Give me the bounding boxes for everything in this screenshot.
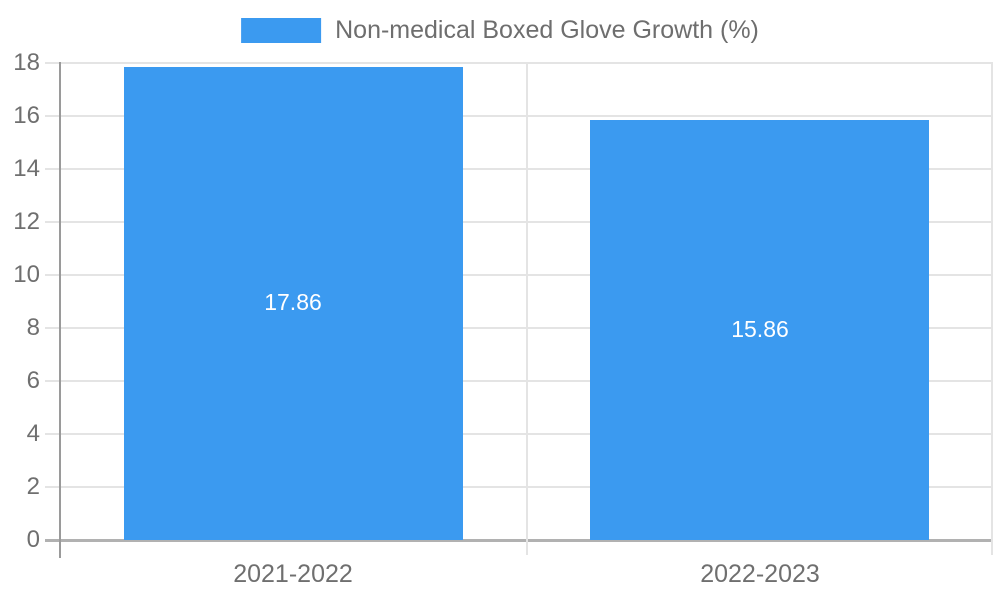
y-tick-label: 2 bbox=[26, 473, 40, 500]
x-category-label: 2021-2022 bbox=[233, 560, 353, 588]
x-category-label: 2022-2023 bbox=[700, 560, 820, 588]
bar bbox=[590, 119, 929, 540]
y-tick-label: 14 bbox=[13, 155, 40, 182]
y-tick-label: 8 bbox=[26, 314, 40, 341]
gridline bbox=[45, 168, 993, 170]
gridline bbox=[45, 221, 993, 223]
gridline bbox=[45, 115, 993, 117]
gridline bbox=[45, 274, 993, 276]
gridline bbox=[45, 62, 993, 64]
y-tick-label: 4 bbox=[26, 420, 40, 447]
category-divider bbox=[525, 62, 528, 555]
bar-value-label: 17.86 bbox=[264, 289, 322, 315]
gridline bbox=[45, 327, 993, 329]
legend-label: Non-medical Boxed Glove Growth (%) bbox=[335, 16, 759, 44]
gridline bbox=[45, 486, 993, 488]
legend-swatch bbox=[241, 18, 322, 43]
y-tick-label: 16 bbox=[13, 102, 40, 129]
y-tick-label: 12 bbox=[13, 208, 40, 235]
y-axis-line bbox=[59, 62, 61, 558]
y-tick-label: 6 bbox=[26, 367, 40, 394]
bar bbox=[124, 66, 463, 540]
y-tick-label: 10 bbox=[13, 261, 40, 288]
gridline bbox=[45, 380, 993, 382]
bar-value-label: 15.86 bbox=[731, 316, 789, 342]
plot-right-border bbox=[991, 62, 993, 555]
y-tick-label: 0 bbox=[26, 526, 40, 553]
gridline bbox=[45, 433, 993, 435]
y-tick-label: 18 bbox=[13, 49, 40, 76]
legend: Non-medical Boxed Glove Growth (%) bbox=[241, 18, 759, 43]
x-baseline bbox=[45, 539, 993, 542]
